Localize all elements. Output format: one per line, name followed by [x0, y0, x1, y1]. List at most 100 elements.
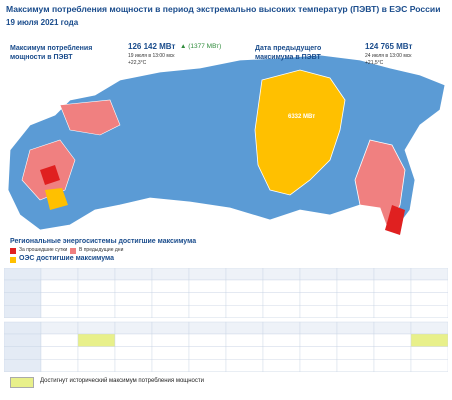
- table-cell: [40, 321, 79, 335]
- table-cell: [151, 268, 190, 281]
- footer-swatch: [10, 377, 34, 388]
- table-cell: [77, 333, 116, 347]
- table-cell: [114, 279, 153, 293]
- table-cell: [410, 321, 448, 335]
- table-cell: [114, 358, 153, 372]
- table-cell: [40, 358, 79, 372]
- region-northwest: [59, 99, 121, 136]
- table-cell: [40, 292, 79, 306]
- table-grid: [4, 268, 448, 372]
- table-cell: [336, 305, 375, 319]
- table-cell: [4, 268, 42, 281]
- previous-time: 24 июля в 13:00 мск: [365, 53, 412, 59]
- table-cell: [40, 346, 79, 360]
- table-cell: [151, 305, 190, 319]
- table-cell: [225, 333, 264, 347]
- table-cell: [114, 321, 153, 335]
- table-cell: [336, 333, 375, 347]
- table-cell: [40, 305, 79, 319]
- table-cell: [299, 358, 338, 372]
- siberia-label: 6332 МВт: [288, 114, 315, 120]
- table-cell: [40, 333, 79, 347]
- table-cell: [410, 279, 448, 293]
- map: 6332 МВт: [7, 54, 446, 235]
- table-cell: [4, 346, 42, 360]
- current-label: Максимум потребления мощности в ПЭВТ: [10, 45, 93, 61]
- table-cell: [151, 279, 190, 293]
- table-cell: [77, 358, 116, 372]
- table-cell: [77, 292, 116, 306]
- table-cell: [336, 279, 375, 293]
- oes-legend: ОЭС достигшие максимума: [19, 255, 115, 262]
- legend-item: За прошедшие сутки: [19, 247, 68, 253]
- table-cell: [299, 333, 338, 347]
- table-cell: [151, 292, 190, 306]
- table-cell: [40, 268, 79, 281]
- table-cell: [188, 321, 227, 335]
- table-cell: [299, 279, 338, 293]
- table-cell: [410, 333, 448, 347]
- table-cell: [373, 346, 412, 360]
- table-cell: [373, 268, 412, 281]
- table-cell: [188, 305, 227, 319]
- table-cell: [336, 358, 375, 372]
- table-cell: [299, 321, 338, 335]
- table-cell: [188, 346, 227, 360]
- table-cell: [225, 321, 264, 335]
- table-cell: [262, 292, 301, 306]
- table-cell: [262, 346, 301, 360]
- table-cell: [151, 358, 190, 372]
- legend-swatch: [10, 248, 16, 254]
- region-primorye: [385, 205, 405, 235]
- table-cell: [262, 321, 301, 335]
- table-cell: [262, 358, 301, 372]
- table-cell: [225, 305, 264, 319]
- tables: [4, 268, 448, 372]
- table-cell: [410, 268, 448, 281]
- table-cell: [373, 358, 412, 372]
- title: Максимум потребления мощности в период э…: [6, 4, 441, 14]
- legend-swatch: [70, 248, 76, 254]
- oes-siberia: [254, 69, 346, 196]
- table-cell: [410, 305, 448, 319]
- table-cell: [114, 346, 153, 360]
- table-cell: [262, 268, 301, 281]
- table-cell: [373, 292, 412, 306]
- table-cell: [4, 305, 42, 319]
- previous-label: Дата предыдущего максимума в ПЭВТ: [255, 45, 322, 61]
- table-cell: [114, 333, 153, 347]
- previous-temp: +21,5°С: [365, 60, 384, 66]
- table-cell: [225, 346, 264, 360]
- region-center-red: [40, 165, 60, 185]
- table-cell: [336, 346, 375, 360]
- table-cell: [410, 346, 448, 360]
- current-time: 19 июля в 13:00 мск: [128, 53, 175, 59]
- table-cell: [410, 358, 448, 372]
- table-cell: [373, 321, 412, 335]
- table-cell: [188, 358, 227, 372]
- previous-value: 124 765 МВт: [365, 42, 413, 51]
- table-cell: [151, 333, 190, 347]
- table-cell: [225, 268, 264, 281]
- table-cell: [151, 321, 190, 335]
- table-cell: [262, 333, 301, 347]
- table-cell: [188, 268, 227, 281]
- table-cell: [4, 279, 42, 293]
- table-cell: [225, 358, 264, 372]
- table-cell: [4, 333, 42, 347]
- table-cell: [77, 346, 116, 360]
- table-cell: [373, 279, 412, 293]
- table-cell: [40, 279, 79, 293]
- table-cell: [373, 305, 412, 319]
- table-cell: [77, 321, 116, 335]
- table-cell: [114, 305, 153, 319]
- table-cell: [77, 305, 116, 319]
- table-cell: [4, 292, 42, 306]
- table-cell: [188, 333, 227, 347]
- table-cell: [77, 279, 116, 293]
- table-cell: [336, 268, 375, 281]
- legend-item: В предыдущие дни: [79, 247, 124, 253]
- current-value: 126 142 МВт: [128, 42, 176, 51]
- table-cell: [299, 346, 338, 360]
